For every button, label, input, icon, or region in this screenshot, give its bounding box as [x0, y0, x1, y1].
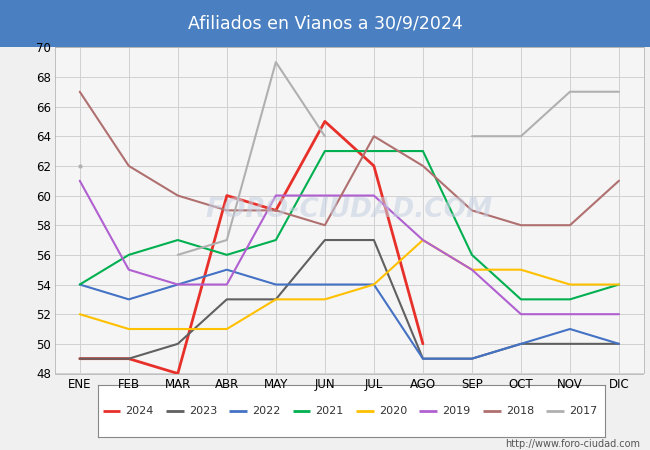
Text: http://www.foro-ciudad.com: http://www.foro-ciudad.com — [505, 439, 640, 449]
Text: 2024: 2024 — [125, 405, 154, 416]
Text: 2023: 2023 — [188, 405, 217, 416]
Text: 2019: 2019 — [442, 405, 471, 416]
Text: FORO-CIUDAD.COM: FORO-CIUDAD.COM — [206, 198, 493, 223]
Text: 2020: 2020 — [379, 405, 407, 416]
Text: 2022: 2022 — [252, 405, 281, 416]
Text: 2018: 2018 — [506, 405, 534, 416]
Text: 2017: 2017 — [569, 405, 597, 416]
Text: Afiliados en Vianos a 30/9/2024: Afiliados en Vianos a 30/9/2024 — [188, 14, 462, 33]
Text: 2021: 2021 — [315, 405, 344, 416]
